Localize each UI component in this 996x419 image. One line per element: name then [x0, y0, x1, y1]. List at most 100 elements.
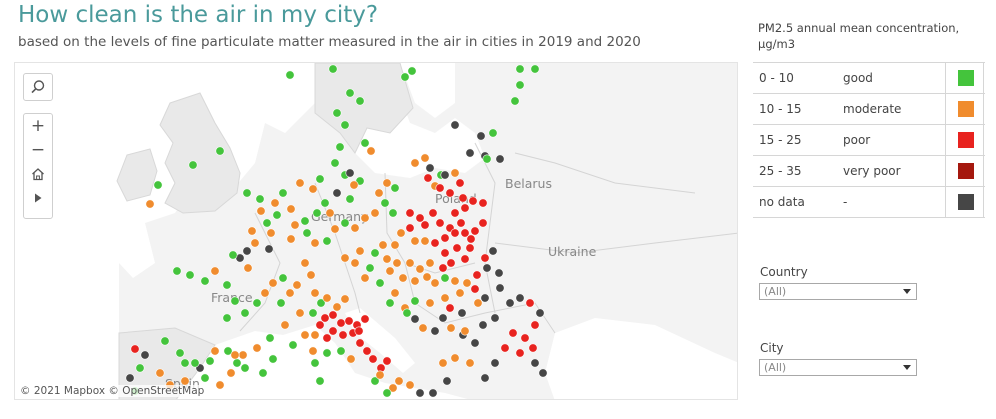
city-marker-good[interactable] — [205, 356, 215, 366]
city-marker-good[interactable] — [200, 276, 210, 286]
city-marker-good[interactable] — [482, 154, 492, 164]
city-marker-moderate[interactable] — [450, 353, 460, 363]
city-marker-poor[interactable] — [362, 346, 372, 356]
city-marker-good[interactable] — [375, 278, 385, 288]
city-marker-moderate[interactable] — [415, 264, 425, 274]
city-marker-no-data[interactable] — [494, 268, 504, 278]
city-marker-poor[interactable] — [450, 228, 460, 238]
city-marker-moderate[interactable] — [243, 263, 253, 273]
city-marker-moderate[interactable] — [300, 330, 310, 340]
city-marker-moderate[interactable] — [438, 358, 448, 368]
city-marker-moderate[interactable] — [410, 158, 420, 168]
city-marker-moderate[interactable] — [215, 380, 225, 390]
city-marker-good[interactable] — [400, 72, 410, 82]
city-marker-moderate[interactable] — [360, 213, 370, 223]
city-marker-no-data[interactable] — [495, 154, 505, 164]
city-marker-good[interactable] — [172, 266, 182, 276]
city-marker-good[interactable] — [268, 354, 278, 364]
city-marker-poor[interactable] — [478, 198, 488, 208]
city-marker-no-data[interactable] — [140, 350, 150, 360]
home-button[interactable] — [24, 162, 52, 186]
city-marker-moderate[interactable] — [295, 308, 305, 318]
city-marker-no-data[interactable] — [410, 314, 420, 324]
city-marker-good[interactable] — [223, 346, 233, 356]
city-marker-moderate[interactable] — [286, 204, 296, 214]
legend-row-no-data[interactable]: no data - — [753, 187, 985, 218]
city-marker-good[interactable] — [515, 80, 525, 90]
city-marker-poor[interactable] — [368, 354, 378, 364]
city-marker-good[interactable] — [308, 308, 318, 318]
city-marker-good[interactable] — [153, 180, 163, 190]
legend-row-good[interactable]: 0 - 10 good — [753, 63, 985, 94]
city-marker-good[interactable] — [322, 236, 332, 246]
city-marker-poor[interactable] — [445, 188, 455, 198]
city-marker-poor[interactable] — [322, 333, 332, 343]
city-marker-poor[interactable] — [466, 234, 476, 244]
city-marker-good[interactable] — [322, 348, 332, 358]
city-marker-moderate[interactable] — [455, 288, 465, 298]
city-marker-moderate[interactable] — [210, 266, 220, 276]
legend-row-poor[interactable]: 15 - 25 poor — [753, 125, 985, 156]
city-marker-poor[interactable] — [446, 258, 456, 268]
city-marker-moderate[interactable] — [446, 323, 456, 333]
city-marker-no-data[interactable] — [415, 388, 425, 398]
city-marker-poor[interactable] — [336, 318, 346, 328]
city-marker-good[interactable] — [332, 108, 342, 118]
city-marker-good[interactable] — [278, 273, 288, 283]
city-marker-poor[interactable] — [440, 233, 450, 243]
city-marker-no-data[interactable] — [457, 308, 467, 318]
city-marker-moderate[interactable] — [310, 238, 320, 248]
city-marker-moderate[interactable] — [375, 370, 385, 380]
city-marker-moderate[interactable] — [295, 178, 305, 188]
city-marker-good[interactable] — [310, 358, 320, 368]
city-marker-moderate[interactable] — [285, 288, 295, 298]
city-marker-moderate[interactable] — [382, 254, 392, 264]
city-marker-no-data[interactable] — [450, 120, 460, 130]
city-marker-poor[interactable] — [382, 356, 392, 366]
city-marker-moderate[interactable] — [226, 368, 236, 378]
city-marker-moderate[interactable] — [332, 302, 342, 312]
city-marker-moderate[interactable] — [155, 368, 165, 378]
city-marker-good[interactable] — [510, 96, 520, 106]
city-marker-good[interactable] — [336, 346, 346, 356]
city-marker-good[interactable] — [258, 368, 268, 378]
city-marker-no-data[interactable] — [482, 263, 492, 273]
city-marker-moderate[interactable] — [340, 294, 350, 304]
map-search-button[interactable] — [23, 73, 53, 101]
city-marker-good[interactable] — [316, 298, 326, 308]
city-marker-poor[interactable] — [470, 226, 480, 236]
city-marker-good[interactable] — [340, 218, 350, 228]
country-filter-select[interactable]: (All) — [759, 283, 917, 300]
city-marker-good[interactable] — [300, 216, 310, 226]
city-marker-poor[interactable] — [515, 348, 525, 358]
city-marker-poor[interactable] — [450, 208, 460, 218]
city-marker-good[interactable] — [188, 160, 198, 170]
city-marker-good[interactable] — [242, 188, 252, 198]
legend-row-moderate[interactable]: 10 - 15 moderate — [753, 94, 985, 125]
city-marker-no-data[interactable] — [480, 293, 490, 303]
city-marker-good[interactable] — [160, 336, 170, 346]
city-marker-poor[interactable] — [338, 330, 348, 340]
city-marker-no-data[interactable] — [242, 246, 252, 256]
city-marker-no-data[interactable] — [488, 246, 498, 256]
city-marker-moderate[interactable] — [430, 278, 440, 288]
city-marker-poor[interactable] — [328, 310, 338, 320]
city-marker-poor[interactable] — [468, 196, 478, 206]
city-marker-moderate[interactable] — [450, 276, 460, 286]
city-marker-poor[interactable] — [440, 248, 450, 258]
city-marker-moderate[interactable] — [270, 198, 280, 208]
city-marker-poor[interactable] — [445, 303, 455, 313]
city-marker-good[interactable] — [302, 228, 312, 238]
city-marker-no-data[interactable] — [264, 244, 274, 254]
city-marker-moderate[interactable] — [420, 236, 430, 246]
city-marker-poor[interactable] — [480, 253, 490, 263]
city-marker-no-data[interactable] — [428, 388, 438, 398]
city-marker-poor[interactable] — [525, 298, 535, 308]
city-marker-moderate[interactable] — [390, 288, 400, 298]
city-marker-poor[interactable] — [458, 193, 468, 203]
city-marker-poor[interactable] — [460, 203, 470, 213]
city-marker-good[interactable] — [345, 88, 355, 98]
city-marker-no-data[interactable] — [495, 283, 505, 293]
city-marker-moderate[interactable] — [425, 298, 435, 308]
city-marker-moderate[interactable] — [425, 258, 435, 268]
